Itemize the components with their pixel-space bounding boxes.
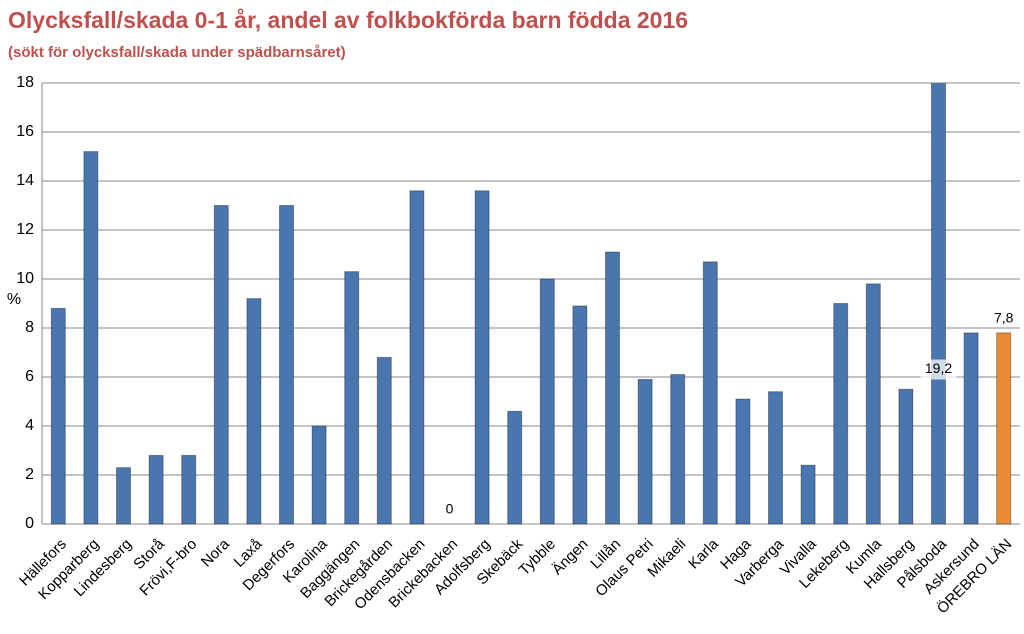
bar [833,303,849,525]
chart-subtitle: (sökt för olycksfall/skada under spädbar… [8,44,346,61]
bar [865,283,881,525]
bar [931,83,946,525]
y-tick-label: 14 [16,172,34,189]
chart-title: Olycksfall/skada 0-1 år, andel av folkbo… [8,7,688,33]
y-tick-label: 6 [25,368,34,385]
data-label: 7,8 [994,310,1014,326]
bar [50,307,66,525]
grid [41,82,1020,525]
bar [702,261,718,525]
bar [246,298,262,525]
data-label: 19,2 [925,360,952,376]
bar [213,205,229,525]
bar [83,151,99,525]
x-tick-label: Nora [198,535,233,570]
bar [279,205,294,525]
y-tick-label: 8 [25,319,34,336]
y-tick-label: 18 [16,74,34,91]
bar [735,398,751,525]
bar [116,467,131,525]
bar [344,271,360,525]
bars [50,83,1012,525]
x-tick-label: Ängen [549,536,592,579]
bar [474,190,490,525]
bar [996,332,1012,525]
bar [539,278,555,525]
x-tick-label: Karla [685,535,722,572]
y-tick-label: 16 [16,123,34,140]
y-tick-label: 2 [25,466,34,483]
bar [768,391,783,525]
y-tick-label: 12 [16,221,34,238]
label-bg [920,359,957,380]
bar [376,356,392,525]
bar [409,190,425,525]
y-tick-label: 0 [25,515,34,532]
bar [148,454,164,525]
y-tick-label: 4 [25,417,34,434]
bar [670,374,686,525]
labels: 024681012141618HälleforsKopparbergLindes… [16,74,1015,617]
bar [605,251,620,525]
bar [507,410,523,525]
x-tick-label: Tybble [516,536,559,579]
bar [898,388,914,525]
bar [637,378,653,525]
y-axis-label: % [7,291,21,308]
bar [572,305,588,525]
bar [800,464,816,525]
bar [963,332,979,525]
bar [181,454,197,525]
data-label: 0 [446,501,454,517]
bar [311,425,327,525]
y-tick-label: 10 [16,270,34,287]
